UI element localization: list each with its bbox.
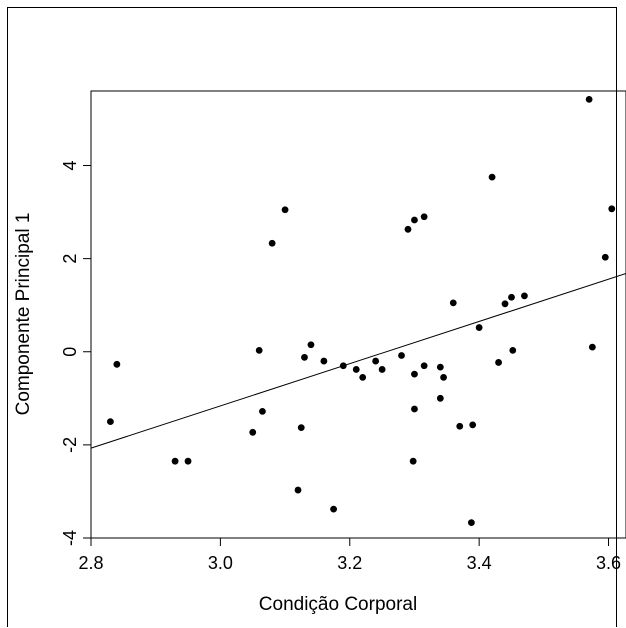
x-tick-label: 2.8 (78, 553, 103, 573)
fit-line-group (90, 273, 626, 449)
data-point (508, 293, 515, 301)
data-point (495, 359, 502, 366)
x-tick-label: 3.4 (467, 553, 492, 573)
y-tick-label: 0 (60, 347, 80, 357)
data-point (268, 239, 276, 247)
y-axis: -4 -2 0 2 4 (60, 160, 92, 546)
data-point (372, 357, 380, 365)
y-tick-label: -4 (60, 530, 80, 546)
y-tick-label: 2 (60, 254, 80, 264)
data-point (171, 457, 179, 465)
data-point (588, 343, 596, 351)
y-tick-label: 4 (60, 160, 80, 170)
data-point (404, 225, 412, 233)
data-point (436, 363, 444, 371)
data-point (411, 405, 418, 413)
data-point (420, 213, 428, 221)
regression-line (90, 273, 626, 449)
data-point (352, 366, 360, 373)
data-point (359, 373, 367, 381)
data-point (440, 373, 447, 381)
data-point (501, 300, 509, 308)
data-point (398, 352, 405, 359)
data-point (467, 519, 475, 527)
data-point (113, 360, 121, 368)
data-point (608, 205, 616, 213)
data-point (184, 457, 192, 465)
data-point (411, 216, 418, 224)
data-point (281, 206, 289, 214)
data-point (436, 394, 444, 402)
x-tick-label: 3.2 (337, 553, 362, 573)
x-axis: 2.8 3.0 3.2 3.4 3.6 (78, 537, 621, 573)
data-point (301, 353, 308, 361)
data-point (409, 457, 417, 465)
y-axis-title: Componente Principal 1 (13, 213, 34, 416)
data-point (449, 299, 457, 307)
data-point (307, 341, 315, 349)
points-group (107, 95, 616, 527)
data-point (255, 346, 263, 354)
data-point (521, 292, 528, 300)
data-point (378, 366, 386, 373)
y-tick-label: -2 (60, 437, 80, 453)
data-point (294, 486, 302, 494)
data-point (488, 173, 496, 181)
data-point (339, 362, 347, 370)
data-point (107, 418, 114, 425)
data-point (475, 324, 483, 331)
data-point (259, 407, 266, 415)
data-point (585, 95, 593, 103)
data-point (509, 346, 517, 354)
data-point (469, 421, 477, 429)
data-point (601, 253, 609, 261)
x-axis-title: Condição Corporal (259, 594, 417, 615)
data-point (420, 362, 428, 370)
data-point (411, 370, 418, 378)
x-tick-label: 3.0 (208, 553, 233, 573)
figure-frame (7, 7, 617, 627)
x-tick-label: 3.6 (596, 553, 621, 573)
data-point (320, 357, 328, 365)
data-point (456, 422, 464, 430)
plot-area-border (90, 90, 626, 539)
data-point (297, 424, 305, 432)
data-point (249, 428, 257, 436)
data-point (330, 505, 337, 513)
